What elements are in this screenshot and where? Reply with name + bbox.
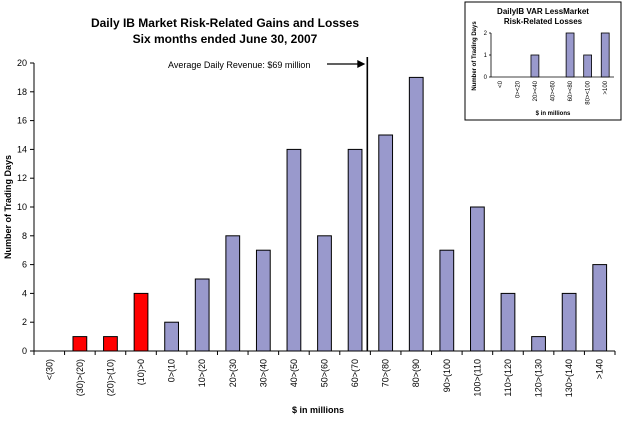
inset-bar [565,32,575,78]
y-tick-label: 8 [22,231,27,241]
y-tick-label: 6 [22,260,27,270]
bar [561,292,577,352]
bar [255,249,271,352]
bar [164,321,179,352]
inset-x-tick-label: 80><100 [586,80,592,104]
x-tick-label: 60>(70 [350,359,360,387]
bar [347,148,363,352]
inset-y-axis-label: Number of Trading Days [472,21,478,91]
bar [133,292,149,352]
x-tick-label: 10>(20 [197,359,207,387]
bar [317,235,332,352]
y-tick-label: 14 [17,144,27,154]
bar [408,76,424,352]
y-tick-label: 16 [17,116,27,126]
x-tick-label: 0>(10 [167,359,177,382]
inset-x-tick-label: <0 [498,80,504,88]
x-tick-label: 100>(110 [472,359,482,397]
inset-x-tick-label: 20><40 [533,80,539,101]
x-tick-label: 130>(140 [564,359,574,397]
bar [225,235,241,352]
inset-title-line-2: Risk-Related Losses [504,17,583,26]
bar [439,249,455,352]
x-tick-label: 90>(100 [442,359,452,392]
y-axis-label: Number of Trading Days [3,155,13,259]
x-tick-label: 40>(50 [289,359,299,387]
y-tick-label: 2 [22,317,27,327]
x-tick-label: 20>(30 [228,359,238,387]
inset-y-tick-label: 2 [484,31,488,37]
bar [103,336,118,352]
inset-y-tick-label: 0 [484,75,488,81]
y-tick-label: 18 [17,87,27,97]
x-tick-label: 120>(130 [534,359,544,397]
x-axis-label: $ in millions [292,405,344,415]
x-tick-label: 30>(40 [258,359,268,387]
bar [72,336,88,352]
y-tick-label: 4 [22,288,27,298]
x-tick-label: 110>(120 [503,359,513,397]
y-tick-label: 12 [17,173,27,183]
inset-x-tick-label: 40><60 [551,80,557,101]
inset-title-line-1: DailyIB VAR LessMarket [497,7,589,16]
avg-revenue-annotation: Average Daily Revenue: $69 million [168,60,310,70]
bar [500,292,516,352]
y-tick-label: 10 [17,202,27,212]
chart-subtitle: Six months ended June 30, 2007 [133,32,318,46]
inset-x-tick-label: 60><80 [568,80,574,101]
annotation-arrow-head [357,60,366,68]
x-tick-label: >140 [595,359,605,379]
x-tick-label: 50>(60 [320,359,330,387]
inset-x-tick-label: >100 [603,80,609,94]
x-tick-label: <(30) [44,359,54,380]
x-tick-label: (30)>(20) [75,359,85,396]
inset-bar [600,32,610,78]
bar [378,134,394,352]
inset-x-tick-label: 0><20 [515,80,521,98]
main-plot: 0 2 4 6 8 10 12 14 16 18 20 <(30) (30)>(20) (20)>(10)… [17,57,616,397]
inset-x-axis-label: $ in millions [536,111,571,117]
bar [531,336,546,352]
x-tick-label: (20)>(10) [105,359,115,396]
bar [194,278,210,352]
bar [592,264,608,352]
inset-chart: DailyIB VAR LessMarket Risk-Related Loss… [464,1,622,121]
bar [470,206,485,352]
y-tick-label: 0 [22,346,27,356]
y-tick-label: 20 [17,58,27,68]
x-tick-label: (10)>0 [136,359,146,385]
inset-bar [583,54,592,78]
inset-y-tick-label: 1 [484,53,488,59]
chart-title: Daily IB Market Risk-Related Gains and L… [91,16,359,30]
bar [286,148,302,352]
inset-bar [530,54,540,78]
inset-plot: 0 1 2 <0 0><20 20><40 40><60 60><80 80><100 >100 [484,31,614,105]
x-tick-label: 80>(90 [411,359,421,387]
x-tick-label: 70>(80 [381,359,391,387]
